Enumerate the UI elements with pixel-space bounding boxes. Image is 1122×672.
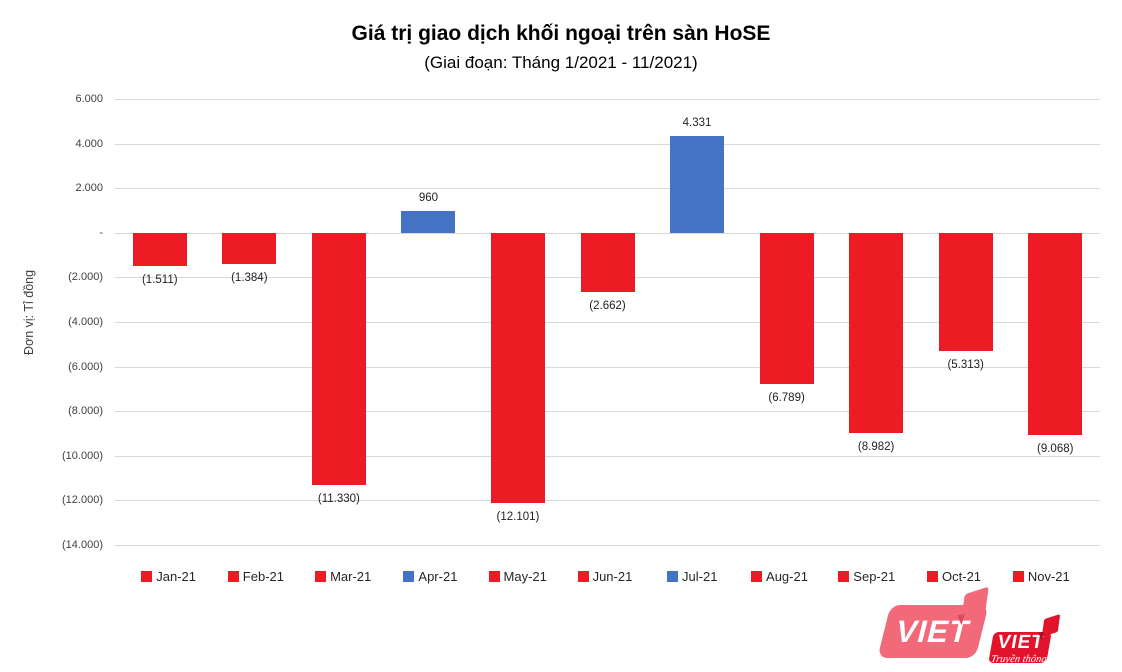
y-tick-label: (2.000) xyxy=(68,271,103,284)
legend-marker xyxy=(577,570,589,582)
bar-apr-21 xyxy=(401,211,456,233)
y-tick-label: 2.000 xyxy=(75,182,103,195)
y-tick-label: (10.000) xyxy=(62,449,103,462)
y-tick-label: 4.000 xyxy=(75,137,103,150)
legend-label: Apr-21 xyxy=(418,568,458,584)
bar-mar-21 xyxy=(311,232,366,486)
legend-label: Jan-21 xyxy=(156,568,196,584)
value-label: 4.331 xyxy=(682,117,712,130)
value-label: (11.330) xyxy=(317,493,360,506)
legend-marker xyxy=(838,570,850,582)
bar-jun-21 xyxy=(580,232,635,293)
chart-subtitle: (Giai đoạn: Tháng 1/2021 - 11/2021) xyxy=(424,53,698,72)
legend-item-mar-21: Mar-21 xyxy=(300,566,387,586)
gridline xyxy=(115,455,1100,457)
legend-label: Sep-21 xyxy=(853,568,896,584)
bar-may-21 xyxy=(490,232,545,503)
legend-label: Aug-21 xyxy=(766,568,808,584)
legend-marker xyxy=(227,570,239,582)
legend-item-oct-21: Oct-21 xyxy=(910,566,997,586)
bar-nov-21 xyxy=(1028,232,1083,435)
gridline xyxy=(115,411,1100,413)
legend-label: Feb-21 xyxy=(242,568,284,584)
legend-label: Nov-21 xyxy=(1027,568,1070,584)
bar-oct-21 xyxy=(938,232,993,352)
legend-label: Oct-21 xyxy=(942,568,982,584)
legend-item-nov-21: Nov-21 xyxy=(998,566,1085,586)
gridline xyxy=(115,99,1100,100)
bar-jan-21 xyxy=(132,232,187,267)
legend-marker xyxy=(927,570,939,582)
value-label: (8.982) xyxy=(857,441,895,454)
legend-marker xyxy=(403,570,415,582)
legend-marker xyxy=(315,570,327,582)
legend-item-sep-21: Sep-21 xyxy=(823,566,910,586)
value-label: (2.662) xyxy=(589,300,626,313)
legend-marker xyxy=(667,570,679,582)
legend-item-jul-21: Jul-21 xyxy=(649,566,736,586)
legend-item-aug-21: Aug-21 xyxy=(736,566,823,586)
legend: Jan-21 Feb-21 Mar-21 Apr-21 May-21 Jun-21 Jul-… xyxy=(125,566,1085,586)
legend-marker xyxy=(141,570,153,582)
y-tick-label: (8.000) xyxy=(68,405,103,418)
value-label: (5.313) xyxy=(947,359,984,372)
value-label: (1.511) xyxy=(141,274,178,287)
legend-item-may-21: May-21 xyxy=(474,566,561,586)
bar-sep-21 xyxy=(849,232,904,434)
value-label: (1.384) xyxy=(231,271,268,284)
legend-item-apr-21: Apr-21 xyxy=(387,566,474,586)
y-tick-label: (6.000) xyxy=(68,360,103,373)
y-tick-label: 6.000 xyxy=(75,93,103,105)
bar-jul-21 xyxy=(670,136,725,233)
y-tick-label: (14.000) xyxy=(62,539,103,551)
legend-item-jun-21: Jun-21 xyxy=(561,566,648,586)
gridline xyxy=(115,322,1100,323)
y-tick-label: (12.000) xyxy=(62,494,103,507)
chart-title: Giá trị giao dịch khối ngoại trên sàn Ho… xyxy=(351,22,771,45)
legend-item-feb-21: Feb-21 xyxy=(212,566,299,586)
value-label: (9.068) xyxy=(1037,443,1074,456)
legend-label: May-21 xyxy=(503,568,547,584)
gridline xyxy=(115,143,1100,145)
bar-aug-21 xyxy=(759,232,814,385)
y-tick-label: - xyxy=(99,226,103,239)
gridline xyxy=(115,545,1100,546)
gridline xyxy=(115,188,1100,190)
gridline xyxy=(115,366,1100,368)
legend-marker xyxy=(751,570,763,582)
legend-label: Mar-21 xyxy=(330,568,372,584)
legend-marker xyxy=(488,570,500,582)
bar-feb-21 xyxy=(222,232,277,264)
legend-label: Jul-21 xyxy=(682,568,718,584)
y-tick-label: (4.000) xyxy=(68,316,103,328)
legend-marker xyxy=(1012,570,1024,582)
legend-item-jan-21: Jan-21 xyxy=(125,566,212,586)
gridline xyxy=(115,500,1100,502)
value-label: (12.101) xyxy=(496,510,540,523)
value-label: (6.789) xyxy=(768,392,805,405)
value-label: 960 xyxy=(418,192,438,205)
legend-label: Jun-21 xyxy=(592,568,633,584)
